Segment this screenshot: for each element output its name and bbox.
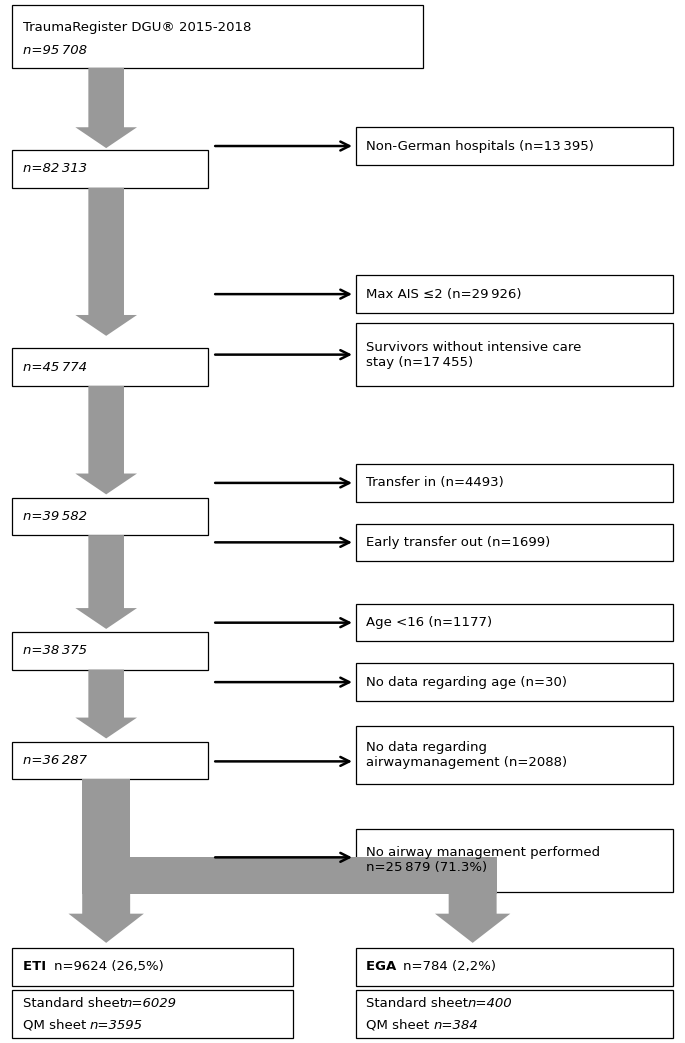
Text: Standard sheet: Standard sheet	[23, 997, 129, 1010]
Text: EGA: EGA	[366, 961, 399, 973]
Text: QM sheet: QM sheet	[23, 1019, 90, 1032]
Polygon shape	[75, 68, 137, 148]
Polygon shape	[68, 894, 144, 943]
Text: n=82 313: n=82 313	[23, 163, 86, 175]
Text: n=384: n=384	[434, 1019, 478, 1032]
Text: n=38 375: n=38 375	[23, 645, 86, 657]
Text: Transfer in (n=4493): Transfer in (n=4493)	[366, 477, 504, 489]
Text: n=39 582: n=39 582	[23, 510, 86, 523]
Text: ETI: ETI	[23, 961, 49, 973]
Bar	[356, 464, 673, 502]
Polygon shape	[75, 535, 137, 629]
Bar	[356, 663, 673, 701]
Text: n=3595: n=3595	[90, 1019, 142, 1032]
Bar	[356, 948, 673, 986]
Text: No data regarding
airwaymanagement (n=2088): No data regarding airwaymanagement (n=20…	[366, 742, 568, 769]
Bar	[12, 632, 208, 670]
Polygon shape	[75, 670, 137, 738]
Text: Max AIS ≤2 (n=29 926): Max AIS ≤2 (n=29 926)	[366, 288, 522, 300]
Bar	[356, 127, 673, 165]
Text: n=95 708: n=95 708	[23, 45, 86, 57]
Bar	[356, 323, 673, 386]
Bar	[356, 829, 673, 892]
Polygon shape	[75, 188, 137, 336]
Text: n=45 774: n=45 774	[23, 361, 86, 373]
Bar	[356, 726, 673, 784]
Polygon shape	[82, 779, 497, 894]
Text: n=6029: n=6029	[124, 997, 177, 1010]
Text: n=36 287: n=36 287	[23, 754, 86, 767]
Bar	[12, 498, 208, 535]
Bar	[12, 742, 208, 779]
Bar	[12, 5, 423, 68]
Text: Survivors without intensive care
stay (n=17 455): Survivors without intensive care stay (n…	[366, 341, 582, 368]
Text: No airway management performed
n=25 879 (71.3%): No airway management performed n=25 879 …	[366, 847, 601, 874]
Bar	[12, 990, 293, 1038]
Text: TraumaRegister DGU® 2015-2018: TraumaRegister DGU® 2015-2018	[23, 21, 251, 33]
Bar	[356, 275, 673, 313]
Text: QM sheet: QM sheet	[366, 1019, 434, 1032]
Text: Age <16 (n=1177): Age <16 (n=1177)	[366, 616, 493, 629]
Text: n=9624 (26,5%): n=9624 (26,5%)	[54, 961, 164, 973]
Text: n=400: n=400	[468, 997, 512, 1010]
Text: Standard sheet: Standard sheet	[366, 997, 473, 1010]
Bar	[12, 348, 208, 386]
Text: No data regarding age (n=30): No data regarding age (n=30)	[366, 676, 567, 688]
Bar	[12, 150, 208, 188]
Text: n=784 (2,2%): n=784 (2,2%)	[403, 961, 496, 973]
Polygon shape	[435, 894, 510, 943]
Text: Early transfer out (n=1699): Early transfer out (n=1699)	[366, 536, 551, 549]
Bar	[356, 604, 673, 641]
Bar	[12, 948, 293, 986]
Polygon shape	[75, 386, 137, 494]
Bar	[356, 524, 673, 561]
Text: Non-German hospitals (n=13 395): Non-German hospitals (n=13 395)	[366, 140, 595, 152]
Bar	[356, 990, 673, 1038]
